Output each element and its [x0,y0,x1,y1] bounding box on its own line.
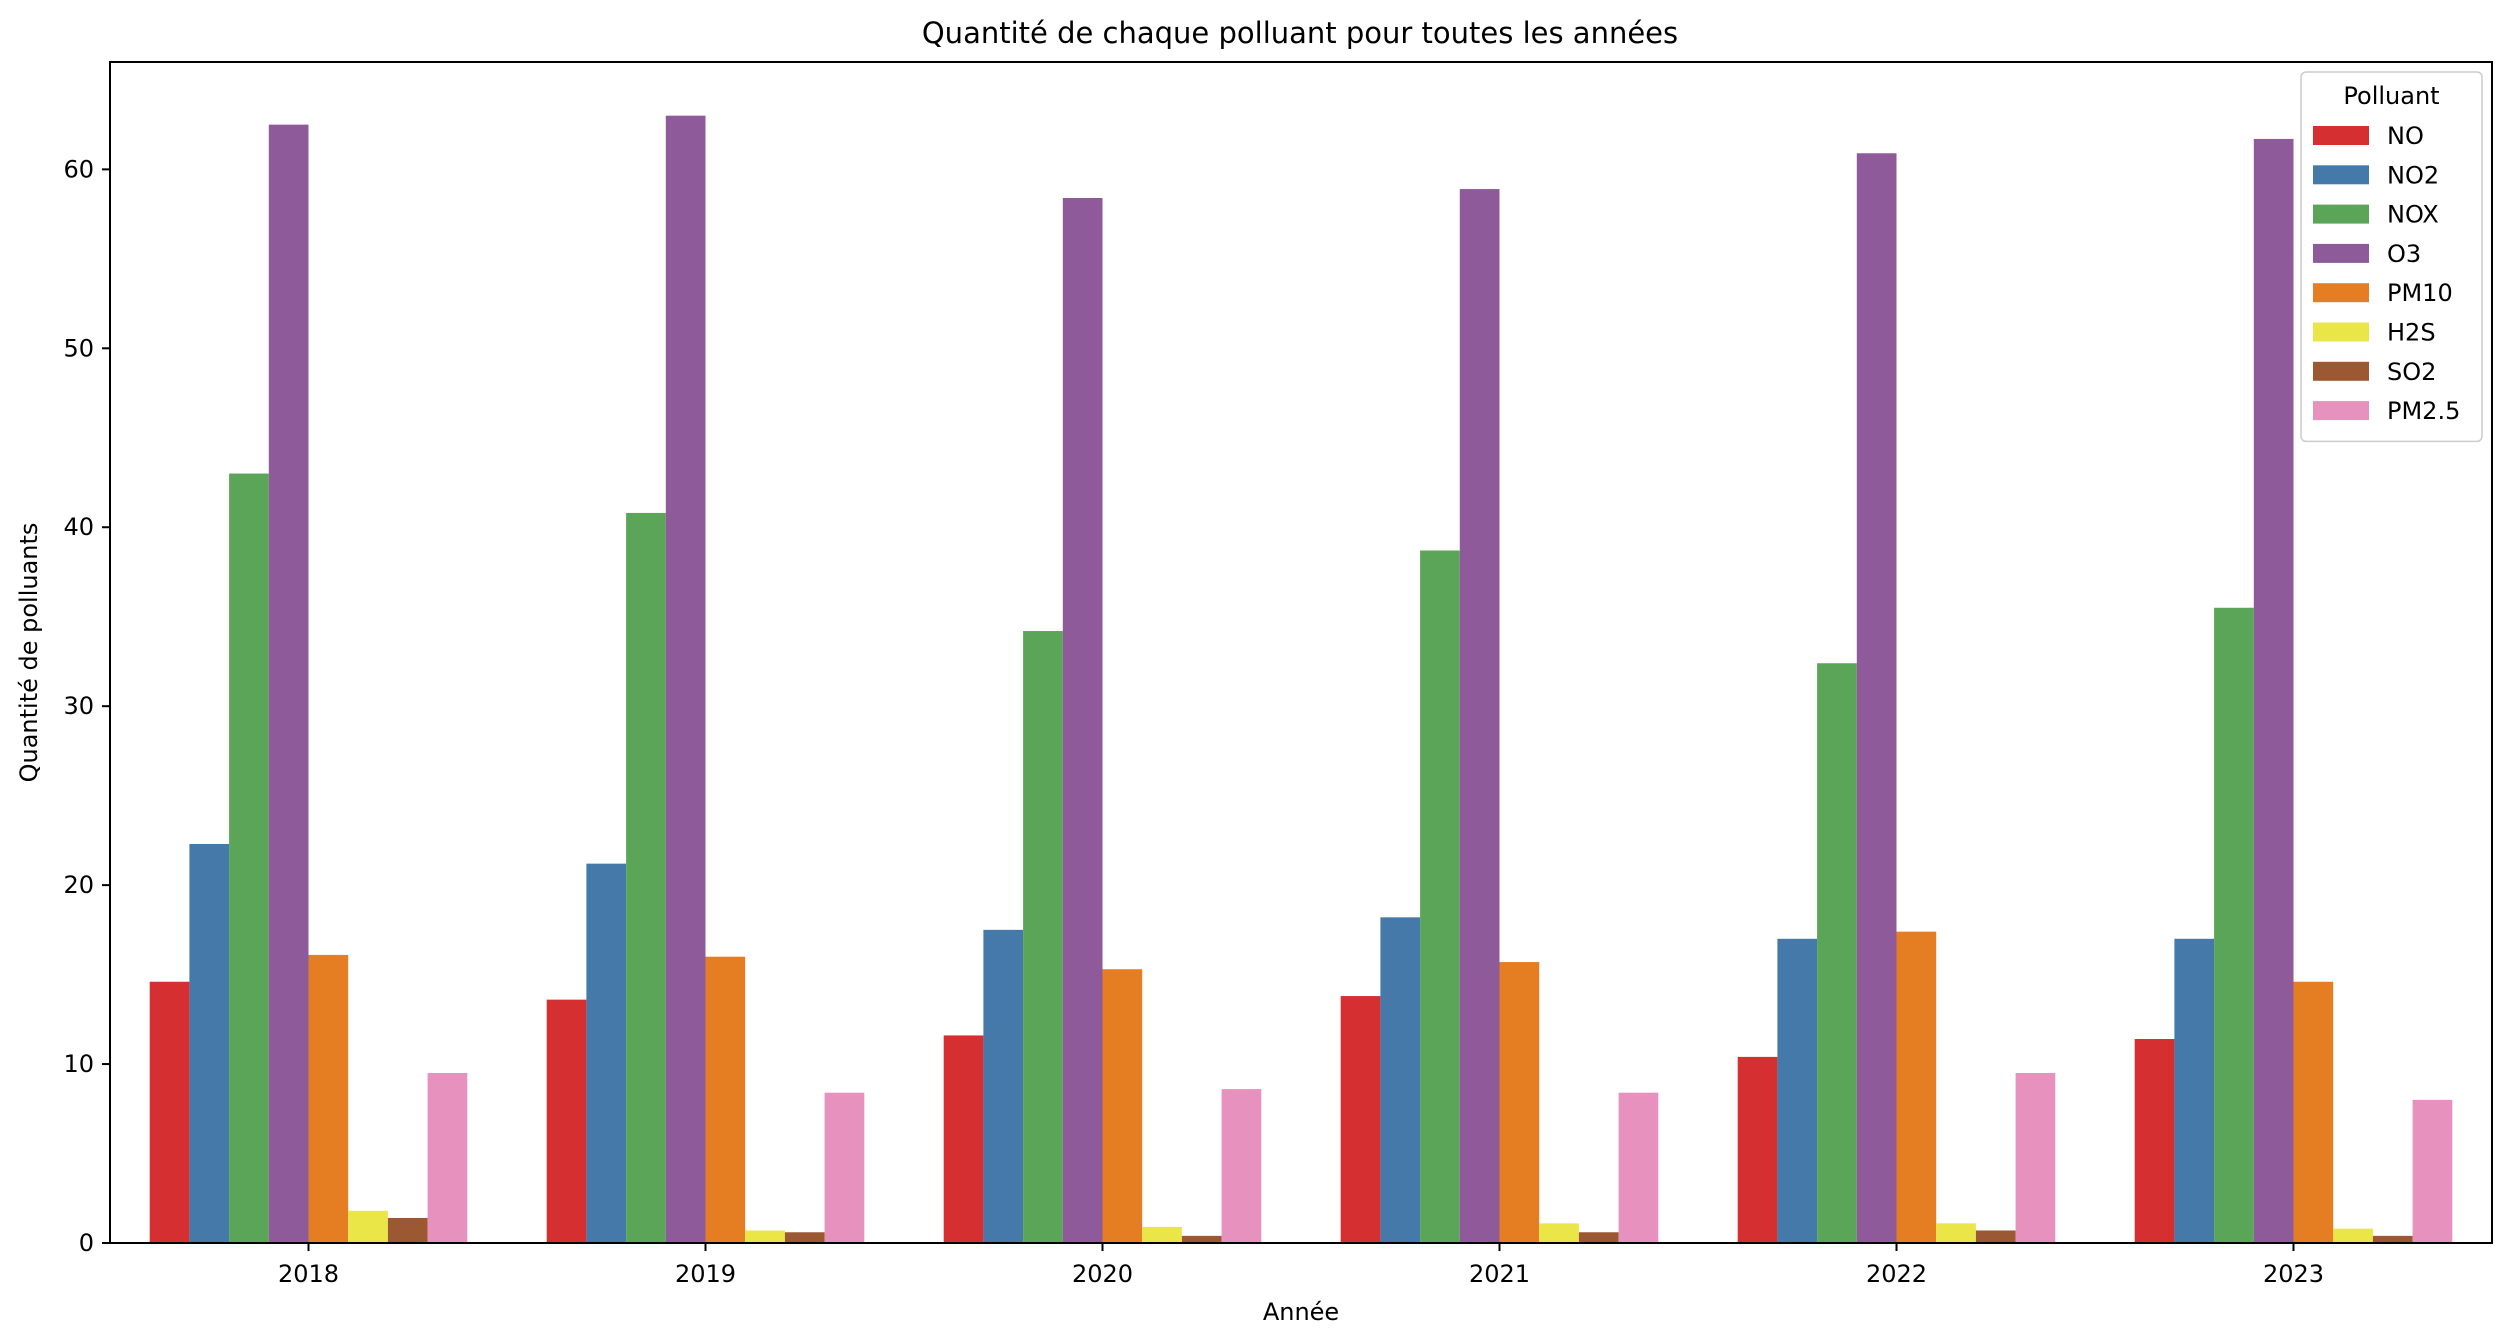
bar-o3-2023 [2253,138,2294,1244]
bar-pm25-2021 [1618,1092,1659,1243]
bar-so2-2018 [387,1217,428,1243]
bar-so2-2019 [784,1232,825,1243]
bar-o3-2020 [1062,197,1103,1244]
bar-nox-2021 [1420,550,1460,1243]
y-tick-label: 0 [79,1229,94,1257]
legend-swatch-pm25 [2313,401,2369,421]
x-axis-ticks: 2018 2019 2020 2021 2022 2023 [278,1243,2324,1288]
bar-no2-2022 [1777,938,1818,1243]
bar-no-2020 [943,1035,984,1243]
chart-title: Quantité de chaque polluant pour toutes … [922,16,1678,50]
legend-title: Polluant [2343,82,2439,110]
legend-items: NO NO2 NOX O3 PM10 H2S SO2 PM2.5 [2313,122,2460,425]
bar-pm10-2022 [1896,931,1937,1243]
x-tick-label: 2019 [675,1260,736,1288]
legend-swatch-no2 [2313,165,2369,185]
bar-no2-2021 [1380,917,1421,1243]
bar-pm10-2020 [1102,969,1143,1243]
bar-h2s-2023 [2333,1228,2373,1243]
bar-o3-2022 [1856,153,1897,1243]
legend-swatch-nox [2313,204,2369,224]
bar-nox-2020 [1023,631,1063,1243]
bar-nox-2022 [1817,663,1857,1243]
bar-h2s-2022 [1936,1223,1976,1243]
legend-swatch-so2 [2313,361,2369,381]
legend-swatch-no [2313,126,2369,145]
bar-pm25-2019 [824,1092,865,1243]
x-tick-label: 2021 [1469,1260,1530,1288]
bar-so2-2023 [2372,1235,2413,1243]
bar-pm25-2020 [1221,1089,1262,1243]
bar-nox-2018 [229,473,269,1243]
y-tick-label: 60 [63,155,94,183]
bar-h2s-2019 [745,1230,785,1243]
legend-label-o3: O3 [2387,240,2421,268]
x-tick-label: 2022 [1866,1260,1927,1288]
bar-no-2019 [546,999,587,1243]
bar-pm25-2018 [427,1073,468,1243]
bar-pm10-2019 [705,956,746,1243]
bar-pm25-2023 [2412,1099,2453,1243]
bar-h2s-2018 [348,1210,388,1243]
bar-nox-2019 [626,512,666,1243]
bar-h2s-2020 [1142,1226,1182,1243]
y-tick-label: 40 [63,513,94,541]
bar-h2s-2021 [1539,1223,1579,1243]
legend-label-no: NO [2387,122,2424,150]
legend-label-pm25: PM2.5 [2387,397,2460,425]
bars-group [149,115,2453,1244]
y-tick-label: 20 [63,871,94,899]
y-axis-title: Quantité de polluants [15,523,43,783]
y-axis-ticks: 0 10 20 30 40 50 60 [63,155,110,1257]
plot-frame [109,61,2493,1244]
bar-pm10-2021 [1499,962,1540,1243]
bar-o3-2018 [268,124,309,1243]
legend-label-so2: SO2 [2387,358,2436,386]
bar-pm10-2018 [308,954,349,1243]
bar-pm25-2022 [2015,1073,2056,1243]
bar-no-2023 [2134,1039,2175,1243]
bar-so2-2020 [1181,1235,1222,1243]
bar-nox-2023 [2214,607,2254,1243]
bar-no-2021 [1340,996,1381,1243]
bar-o3-2021 [1459,189,1500,1243]
bar-no2-2020 [983,929,1024,1243]
bar-so2-2022 [1975,1230,2016,1243]
bar-pm10-2023 [2293,981,2334,1243]
y-tick-label: 10 [63,1050,94,1078]
bar-no-2022 [1737,1056,1778,1243]
legend-label-no2: NO2 [2387,161,2439,189]
bar-no2-2019 [586,863,627,1243]
legend-label-h2s: H2S [2387,319,2436,347]
bar-no2-2023 [2174,938,2215,1243]
legend-box [2300,71,2483,443]
x-tick-label: 2023 [2263,1260,2324,1288]
x-tick-label: 2018 [278,1260,339,1288]
bar-no-2018 [149,981,190,1243]
legend: Polluant NO NO2 NOX O3 PM10 H2S SO2 PM2.5 [2300,71,2483,443]
y-tick-label: 50 [63,334,94,362]
x-tick-label: 2020 [1072,1260,1133,1288]
bar-o3-2019 [665,115,706,1243]
legend-label-nox: NOX [2387,201,2439,229]
legend-swatch-o3 [2313,243,2369,263]
legend-swatch-pm10 [2313,283,2369,303]
bar-no2-2018 [189,843,230,1243]
legend-label-pm10: PM10 [2387,279,2453,307]
bar-so2-2021 [1578,1232,1619,1243]
y-tick-label: 30 [63,692,94,720]
legend-swatch-h2s [2313,322,2369,342]
x-axis-title: Année [1263,1298,1339,1326]
